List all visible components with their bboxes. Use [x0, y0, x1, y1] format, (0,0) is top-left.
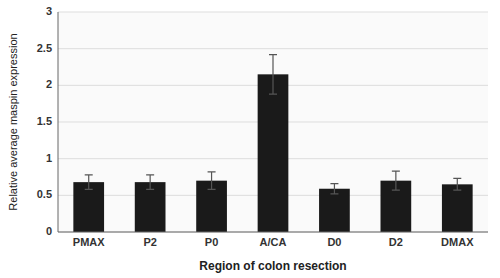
bar: [258, 74, 289, 232]
y-tick-label: 1.5: [37, 115, 52, 127]
error-bars: [85, 55, 462, 194]
y-tick-label: 0.5: [37, 188, 52, 200]
x-tick-label: D2: [389, 236, 403, 248]
grid: [58, 12, 488, 232]
y-tick-label: 2.5: [37, 42, 52, 54]
error-bar: [330, 184, 338, 194]
x-tick-label: D0: [327, 236, 341, 248]
bars: [73, 74, 472, 232]
x-tick-label: A/CA: [260, 236, 287, 248]
x-tick-labels: PMAX P2 P0 A/CA D0 D2 DMAX: [73, 236, 474, 248]
error-bar: [85, 175, 93, 190]
bar: [319, 189, 350, 232]
grid-line: [58, 48, 488, 49]
y-tick-label: 0: [46, 225, 52, 237]
error-bar: [146, 175, 154, 190]
x-tick-label: P0: [205, 236, 218, 248]
error-bar: [392, 171, 400, 190]
error-bar: [208, 172, 216, 190]
chart-svg: 0 0.5 1 1.5 2 2.5 3 PMAX P2 P0 A/CA D0 D2 DMAX Region …: [0, 0, 500, 278]
plot-area: [58, 12, 488, 232]
bar: [442, 184, 473, 232]
y-tick-label: 1: [46, 152, 52, 164]
x-tick-label: PMAX: [73, 236, 105, 248]
y-tick-label: 3: [46, 5, 52, 17]
x-axis-label: Region of colon resection: [199, 259, 346, 273]
x-axis-line: [58, 232, 488, 233]
y-axis-label: Relative average maspin expression: [7, 33, 19, 210]
error-bar: [269, 55, 277, 95]
y-axis-line: [58, 12, 59, 232]
x-tick-label: P2: [143, 236, 156, 248]
error-bar: [453, 178, 461, 190]
y-tick-labels: 0 0.5 1 1.5 2 2.5 3: [37, 5, 52, 237]
x-tick-label: DMAX: [441, 236, 474, 248]
grid-line: [58, 12, 488, 13]
chart-container: 0 0.5 1 1.5 2 2.5 3 PMAX P2 P0 A/CA D0 D2 DMAX Region …: [0, 0, 500, 278]
y-tick-label: 2: [46, 78, 52, 90]
grid-line: [58, 232, 488, 233]
